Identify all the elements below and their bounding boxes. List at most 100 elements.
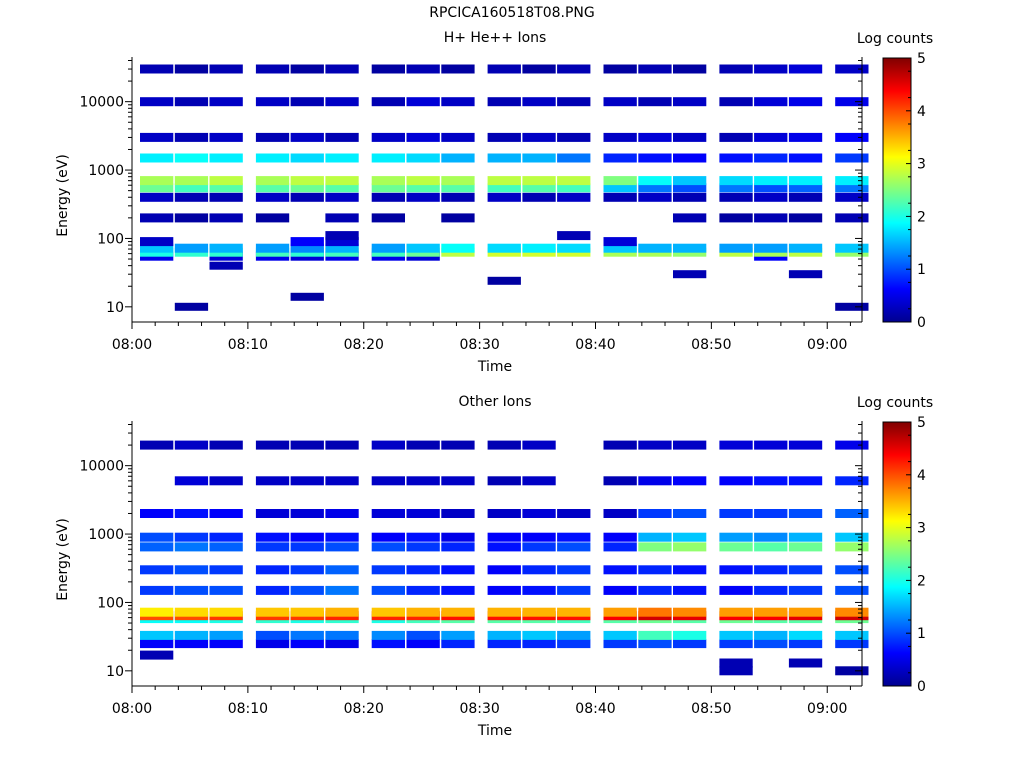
heatmap-cell [209, 213, 243, 223]
heatmap-cell [174, 532, 209, 542]
heatmap-cell [255, 630, 290, 640]
heatmap-cell [788, 64, 823, 74]
heatmap-cell [209, 64, 243, 74]
y-tick-label: 10000 [79, 459, 124, 475]
heatmap-cell [638, 176, 672, 186]
heatmap-cell [325, 440, 359, 450]
heatmap-cell [754, 97, 788, 107]
heatmap-cell [140, 650, 174, 660]
heatmap-cell [441, 542, 475, 552]
heatmap-cell [140, 639, 174, 649]
heatmap-cell [719, 630, 753, 640]
heatmap-cell [638, 132, 672, 142]
heatmap-cell [406, 192, 440, 202]
heatmap-cell [371, 509, 405, 518]
heatmap-cell [788, 176, 823, 186]
heatmap-cell [487, 476, 521, 486]
heatmap-cell [522, 607, 556, 617]
heatmap-cell [638, 183, 672, 193]
heatmap-cell [174, 192, 209, 202]
heatmap-cell [290, 585, 324, 595]
heatmap-cell [174, 607, 209, 617]
heatmap-cell [325, 532, 359, 542]
heatmap-cell [371, 630, 405, 640]
heatmap-cell [290, 440, 324, 450]
heatmap-cell [325, 639, 359, 649]
y-tick-label: 100 [97, 595, 124, 611]
heatmap-cell [754, 213, 788, 223]
heatmap-cell [441, 97, 475, 107]
heatmap-cell [719, 153, 753, 163]
heatmap-cell [371, 213, 405, 223]
heatmap-cell [487, 192, 521, 202]
heatmap-cell [603, 565, 637, 575]
heatmap-cell [638, 565, 672, 575]
x-axis-label: Time [477, 359, 512, 375]
heatmap-cell [719, 666, 753, 676]
heatmap-cell [638, 440, 672, 450]
heatmap-cell [603, 542, 637, 552]
heatmap-cell [209, 440, 243, 450]
heatmap-cell [522, 440, 556, 450]
heatmap-cell [209, 97, 243, 107]
colorbar: Log counts 0 1 2 3 4 5 [857, 395, 933, 695]
heatmap-cell [371, 153, 405, 163]
heatmap-cell [174, 440, 209, 450]
heatmap-cell [255, 183, 290, 193]
heatmap-cell [209, 630, 243, 640]
heatmap-cell [209, 132, 243, 142]
colorbar-tick-label: 4 [917, 468, 926, 484]
heatmap-cell [209, 585, 243, 595]
heatmap-cell [603, 97, 637, 107]
colorbar-gradient [882, 57, 912, 323]
heatmap-cell [406, 153, 440, 163]
heatmap-cell [835, 64, 869, 74]
heatmap-cell [406, 585, 440, 595]
colorbar-tick-label: 3 [917, 157, 926, 173]
heatmap-cell [487, 64, 521, 74]
heatmap-cell [603, 630, 637, 640]
heatmap-cell [673, 440, 707, 450]
heatmap-cell [835, 243, 869, 253]
heatmap-cell [209, 192, 243, 202]
heatmap-cell [487, 176, 521, 186]
heatmap-cell [487, 183, 521, 193]
heatmap-cell [140, 176, 174, 186]
heatmap-cell [290, 542, 324, 552]
heatmap-cell [371, 183, 405, 193]
heatmap-cell [290, 243, 324, 253]
heatmap-cell [406, 183, 440, 193]
heatmap-cell [522, 565, 556, 575]
heatmap-cell [788, 532, 823, 542]
heatmap-cell [673, 192, 707, 202]
x-tick-label: 08:10 [228, 701, 268, 717]
heatmap-cell [325, 476, 359, 486]
heatmap-cell [290, 192, 324, 202]
x-tick-label: 08:50 [691, 337, 731, 353]
heatmap-cell [788, 192, 823, 202]
heatmap-cell [719, 607, 753, 617]
heatmap-cell [140, 509, 174, 518]
heatmap-cell [325, 153, 359, 163]
heatmap-cell [673, 542, 707, 552]
heatmap-cell [174, 97, 209, 107]
heatmap-cell [754, 607, 788, 617]
heatmap-cell [638, 542, 672, 552]
heatmap-cell [209, 176, 243, 186]
heatmap-cell [441, 630, 475, 640]
heatmap-cell [638, 585, 672, 595]
heatmap-cell [603, 176, 637, 186]
heatmap-cell [719, 639, 753, 649]
colorbar-label: Log counts [857, 395, 933, 411]
heatmap-cell [290, 132, 324, 142]
heatmap-cell [835, 607, 869, 617]
heatmap-cell [522, 532, 556, 542]
heatmap-cell [140, 542, 174, 552]
heatmap-cell [140, 532, 174, 542]
heatmap-cell [174, 243, 209, 253]
heatmap-cell [522, 542, 556, 552]
heatmap-cell [406, 639, 440, 649]
figure-file-title: RPCICA160518T08.PNG [429, 5, 595, 21]
heatmap-cell [406, 440, 440, 450]
